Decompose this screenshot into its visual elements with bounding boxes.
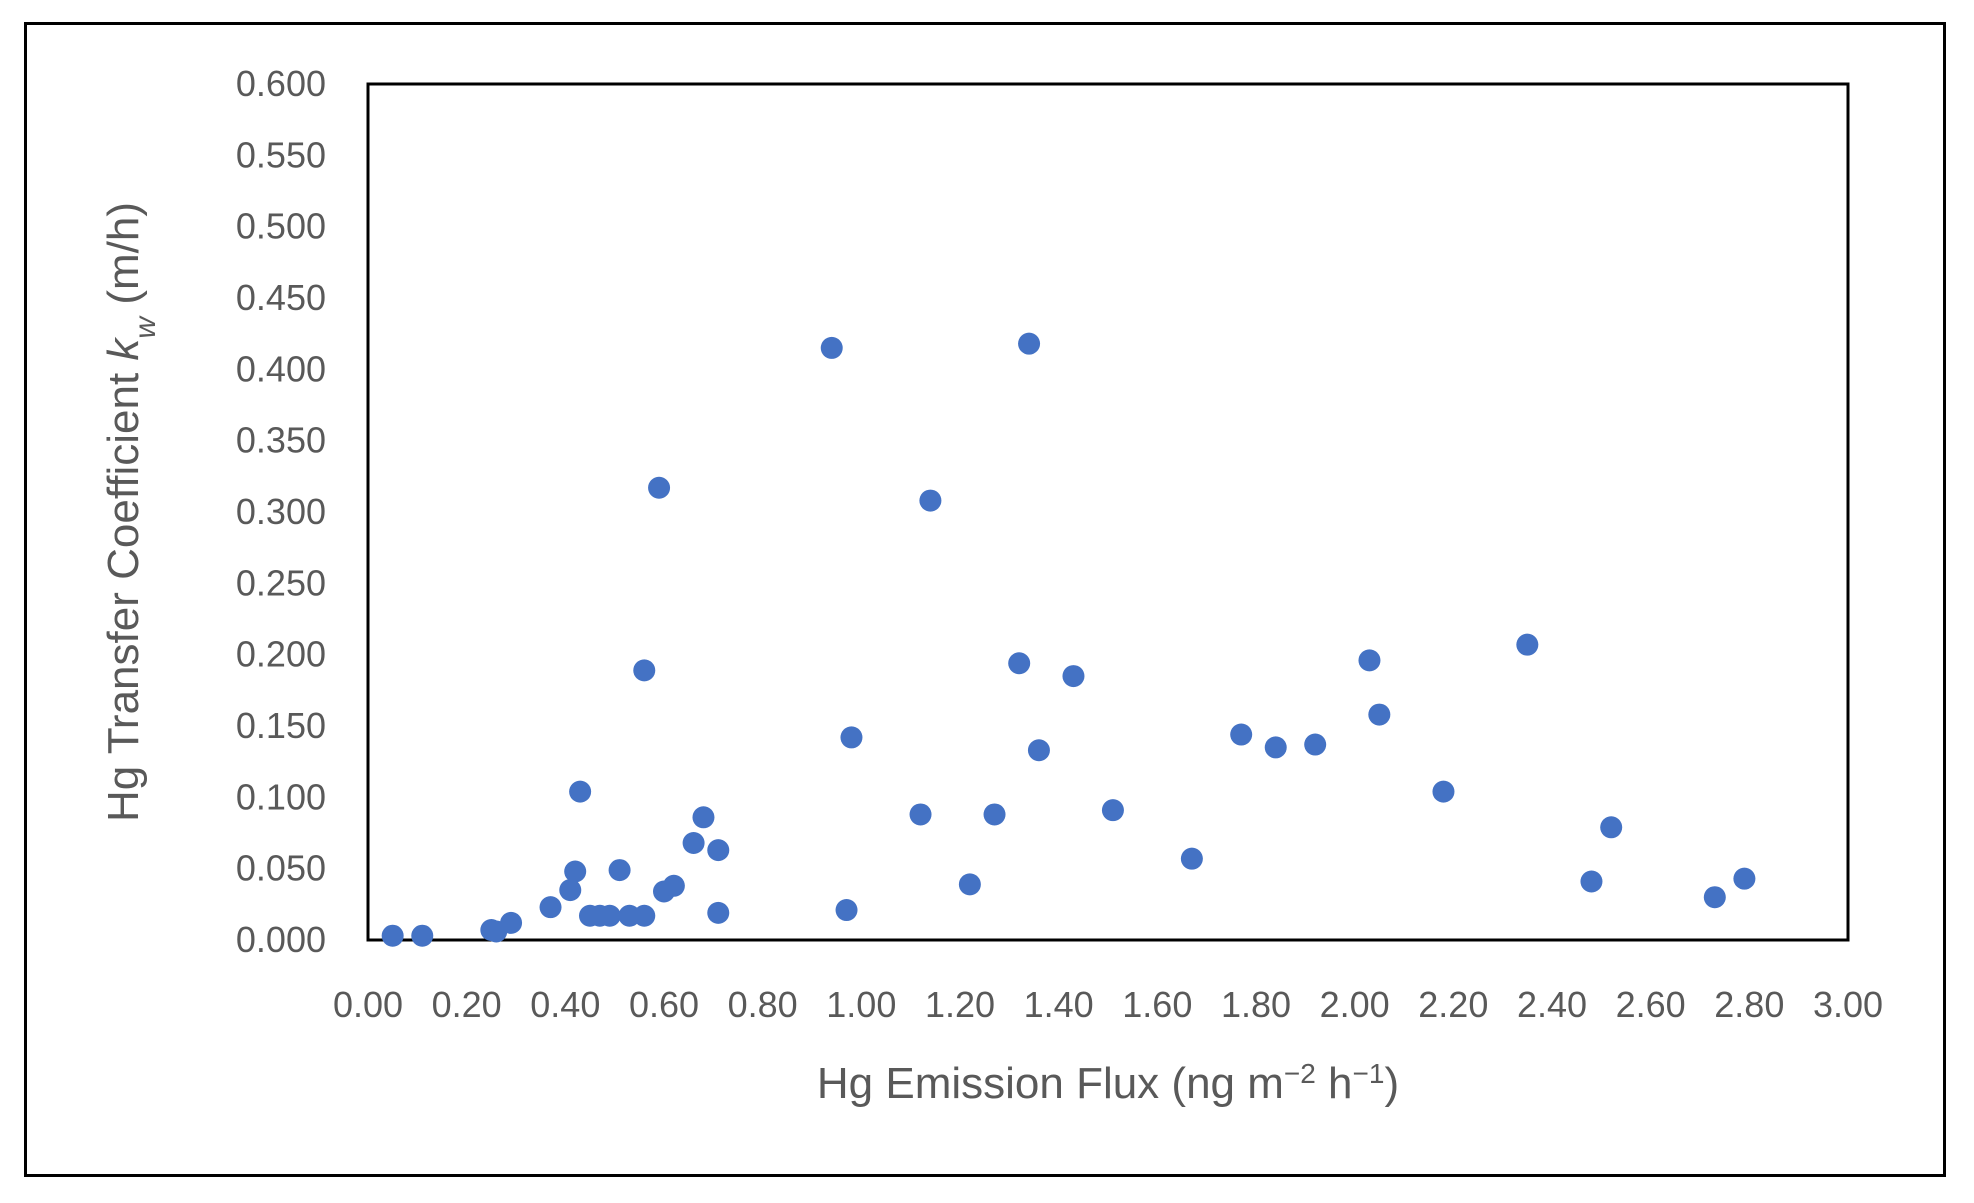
y-tick-label: 0.350 [236, 420, 326, 461]
y-tick-label: 0.500 [236, 206, 326, 247]
data-point [1516, 633, 1539, 656]
data-point [1008, 652, 1031, 675]
y-axis-title: Hg Transfer Coefficient kw (m/h) [99, 202, 162, 822]
x-tick-label: 2.40 [1517, 984, 1587, 1025]
plot-area [366, 82, 1850, 942]
data-points [381, 332, 1756, 947]
data-point [692, 806, 715, 829]
x-tick-label: 0.60 [629, 984, 699, 1025]
data-point [633, 904, 656, 927]
data-point [1358, 649, 1381, 672]
data-point [1264, 736, 1287, 759]
data-point [909, 803, 932, 826]
x-tick-label: 3.00 [1813, 984, 1883, 1025]
y-tick-label: 0.450 [236, 277, 326, 318]
y-tick-label: 0.050 [236, 848, 326, 889]
data-point [1703, 886, 1726, 909]
data-point [1600, 816, 1623, 839]
data-point [707, 839, 730, 862]
data-point [633, 659, 656, 682]
data-point [983, 803, 1006, 826]
x-tick-label: 0.20 [432, 984, 502, 1025]
x-axis-ticks: 0.00 0.20 0.40 0.60 0.80 1.00 1.20 1.40 1.60 1.80… [333, 984, 1883, 1025]
data-point [1368, 703, 1391, 726]
x-tick-label: 2.00 [1320, 984, 1390, 1025]
data-point [682, 831, 705, 854]
x-tick-label: 1.40 [1024, 984, 1094, 1025]
x-tick-label: 2.60 [1616, 984, 1686, 1025]
x-tick-label: 2.20 [1418, 984, 1488, 1025]
data-point [559, 879, 582, 902]
y-tick-label: 0.250 [236, 562, 326, 603]
data-point [608, 859, 631, 882]
data-point [411, 924, 434, 947]
y-tick-label: 0.550 [236, 134, 326, 175]
data-point [820, 336, 843, 359]
data-point [1062, 665, 1085, 688]
data-point [381, 924, 404, 947]
y-tick-label: 0.400 [236, 348, 326, 389]
x-tick-label: 1.60 [1122, 984, 1192, 1025]
data-point [1304, 733, 1327, 756]
data-point [707, 901, 730, 924]
data-point [1180, 847, 1203, 870]
data-point [1230, 723, 1253, 746]
y-tick-label: 0.300 [236, 491, 326, 532]
data-point [598, 904, 621, 927]
data-point [648, 476, 671, 499]
data-point [1027, 739, 1050, 762]
y-axis-ticks: 0.000 0.050 0.100 0.150 0.200 0.250 0.300 0.350… [236, 63, 326, 960]
data-point [958, 873, 981, 896]
y-tick-label: 0.150 [236, 705, 326, 746]
y-tick-label: 0.200 [236, 634, 326, 675]
x-tick-label: 0.00 [333, 984, 403, 1025]
x-tick-label: 1.00 [826, 984, 896, 1025]
data-point [835, 899, 858, 922]
data-point [1101, 799, 1124, 822]
data-point [1018, 332, 1041, 355]
x-tick-label: 1.20 [925, 984, 995, 1025]
data-point [1580, 870, 1603, 893]
y-tick-label: 0.600 [236, 63, 326, 104]
data-point [564, 860, 587, 883]
y-tick-label: 0.100 [236, 776, 326, 817]
data-point [1733, 867, 1756, 890]
data-point [500, 911, 523, 934]
data-point [919, 489, 942, 512]
data-point [662, 874, 685, 897]
data-point [539, 896, 562, 919]
x-tick-label: 2.80 [1714, 984, 1784, 1025]
x-tick-label: 0.40 [530, 984, 600, 1025]
x-axis-title: Hg Emission Flux (ng m−2 h−1) [817, 1058, 1399, 1109]
data-point [840, 726, 863, 749]
x-tick-label: 1.80 [1221, 984, 1291, 1025]
data-point [569, 780, 592, 803]
data-point [1432, 780, 1455, 803]
y-tick-label: 0.000 [236, 919, 326, 960]
x-tick-label: 0.80 [728, 984, 798, 1025]
